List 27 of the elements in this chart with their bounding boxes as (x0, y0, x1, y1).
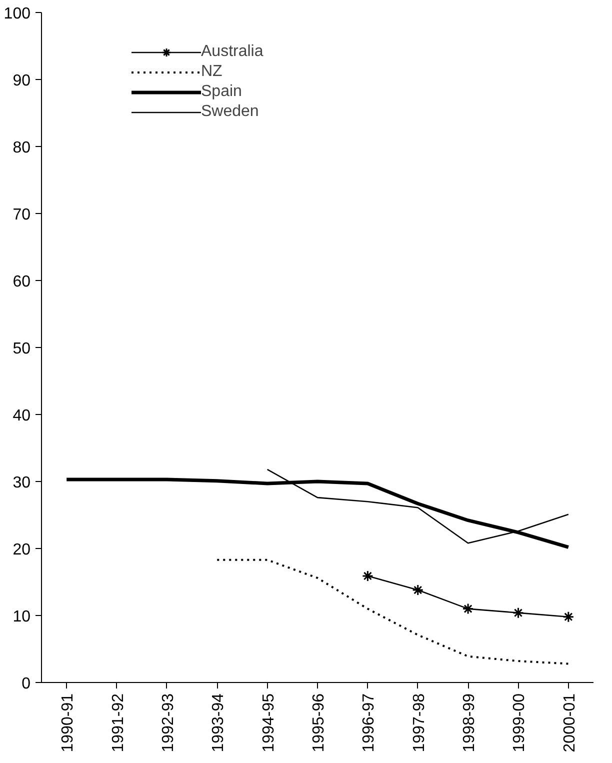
y-tick-label: 90 (12, 72, 31, 90)
y-tick-label: 80 (12, 140, 31, 156)
x-tick-label: 1995-96 (310, 693, 328, 752)
y-tick-label: 40 (12, 408, 31, 424)
x-tick-label: 1998-99 (461, 693, 478, 752)
y-tick-label: 100 (4, 6, 31, 22)
legend-label: NZ (201, 63, 222, 81)
y-tick-label: 30 (12, 474, 31, 492)
x-tick-label: 1991-92 (110, 693, 127, 752)
x-tick-label: 1992-93 (160, 693, 177, 752)
line-series (216, 558, 570, 665)
legend-label: Spain (201, 83, 242, 101)
legend-label: Sweden (201, 103, 259, 121)
y-tick-label: 70 (12, 206, 31, 224)
x-tick-label: 2000-01 (561, 693, 578, 752)
y-tick-label: 20 (12, 542, 31, 558)
y-tick-label: 50 (12, 340, 31, 358)
y-tick-label: 60 (12, 274, 31, 290)
legend-label: Australia (201, 43, 264, 61)
x-tick-label: 1996-97 (360, 693, 378, 752)
y-tick-label: 10 (12, 608, 31, 626)
x-tick-label: 1997-98 (410, 693, 428, 752)
x-tick-label: 1993-94 (210, 693, 228, 752)
x-tick-label: 1999-00 (511, 693, 528, 752)
x-tick-label: 1994-95 (260, 693, 278, 752)
y-tick-label: 0 (22, 676, 31, 692)
x-tick-label: 1990-91 (60, 693, 77, 752)
